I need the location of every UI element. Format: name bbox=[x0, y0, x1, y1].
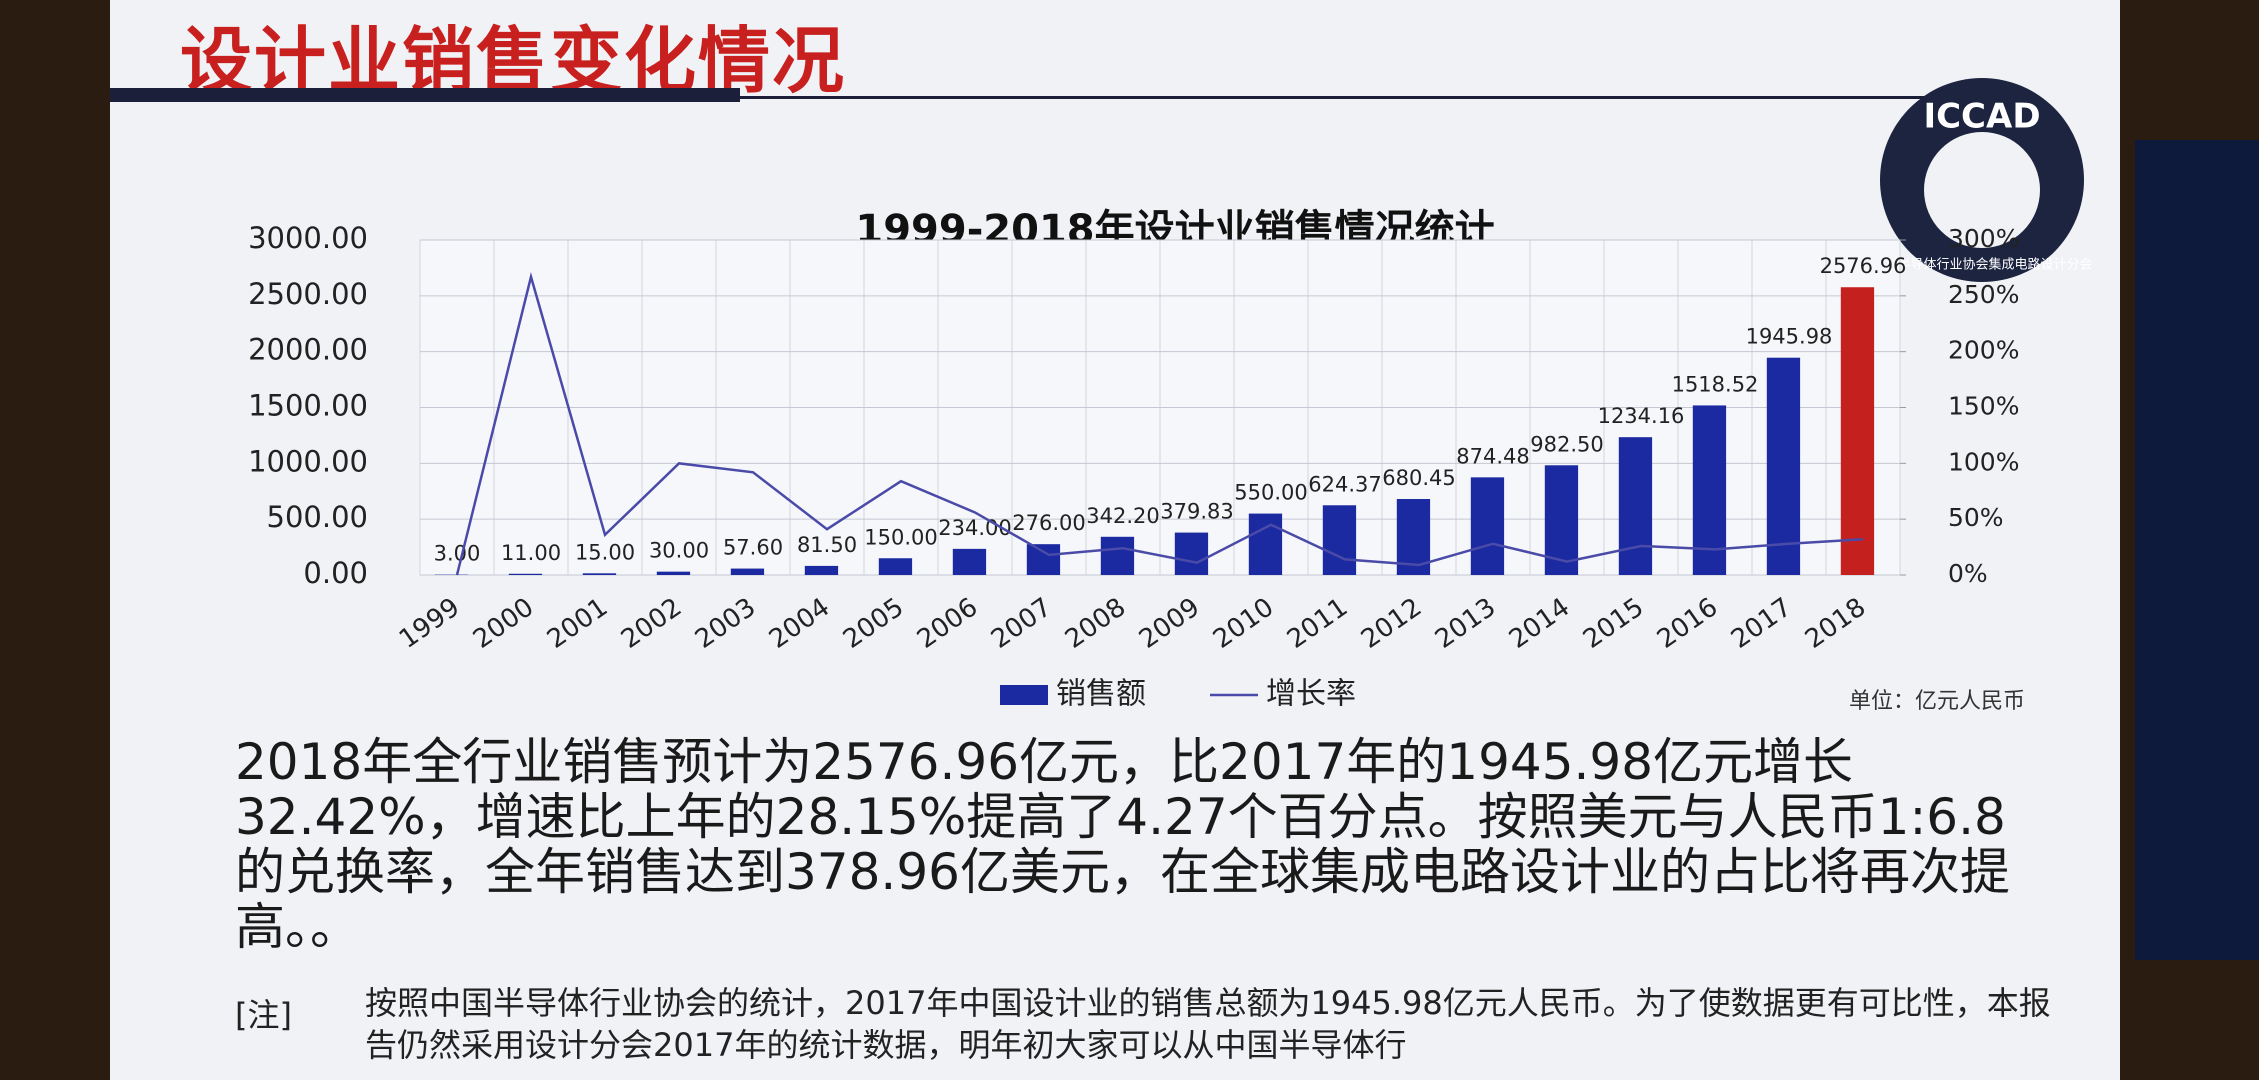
x-tick-label: 2007 bbox=[986, 592, 1057, 655]
bar bbox=[952, 548, 987, 575]
x-tick-label: 2017 bbox=[1726, 592, 1797, 655]
x-tick-label: 2010 bbox=[1208, 592, 1279, 655]
bar bbox=[1766, 357, 1801, 575]
logo-text: ICCAD bbox=[1923, 97, 2040, 137]
x-tick-label: 2018 bbox=[1800, 592, 1871, 655]
value-label: 15.00 bbox=[575, 540, 635, 564]
x-tick-label: 2006 bbox=[912, 592, 983, 655]
x-tick-label: 2012 bbox=[1356, 592, 1427, 655]
bar bbox=[1026, 544, 1061, 575]
logo-ring-text: 中国半导体行业协会集成电路设计分会 bbox=[1871, 257, 2092, 273]
x-tick-label: 2000 bbox=[468, 592, 539, 655]
logo: ICCAD 中国半导体行业协会集成电路设计分会 bbox=[1871, 78, 2093, 282]
y2-tick-label: 0% bbox=[1948, 559, 1988, 588]
x-tick-label: 2016 bbox=[1652, 592, 1723, 655]
value-label: 11.00 bbox=[501, 541, 561, 565]
y-tick-label: 1000.00 bbox=[248, 444, 368, 478]
bar bbox=[508, 573, 543, 575]
value-label: 30.00 bbox=[649, 539, 709, 563]
x-tick-label: 2015 bbox=[1578, 592, 1649, 655]
value-label: 1234.16 bbox=[1598, 404, 1685, 428]
y-tick-label: 500.00 bbox=[267, 500, 368, 534]
legend-label: 销售额 bbox=[1056, 677, 1146, 712]
x-tick-label: 2004 bbox=[764, 592, 835, 655]
y2-tick-label: 100% bbox=[1948, 447, 2019, 476]
y-tick-label: 2500.00 bbox=[248, 277, 368, 311]
unit-note: 单位：亿元人民币 bbox=[1849, 689, 2025, 714]
bar bbox=[1322, 505, 1357, 575]
y-tick-label: 0.00 bbox=[303, 556, 368, 590]
value-label: 379.83 bbox=[1160, 500, 1233, 524]
line bbox=[455, 272, 1864, 576]
value-label: 1945.98 bbox=[1746, 325, 1833, 349]
bar bbox=[804, 565, 839, 575]
value-label: 680.45 bbox=[1382, 466, 1455, 490]
bar bbox=[1248, 513, 1283, 575]
legend-swatch bbox=[1000, 685, 1048, 705]
value-label: 550.00 bbox=[1234, 481, 1307, 505]
value-label: 1518.52 bbox=[1672, 372, 1759, 396]
bar bbox=[730, 568, 765, 575]
bar bbox=[1692, 405, 1727, 575]
y-tick-label: 2000.00 bbox=[248, 333, 368, 367]
logo-inner bbox=[1924, 132, 2040, 248]
y2-tick-label: 200% bbox=[1948, 336, 2019, 365]
y2-tick-label: 300% bbox=[1948, 224, 2019, 253]
bar bbox=[1618, 437, 1653, 575]
y2-tick-label: 50% bbox=[1948, 503, 2004, 532]
x-tick-label: 2005 bbox=[838, 592, 909, 655]
x-tick-label: 2009 bbox=[1134, 592, 1205, 655]
value-label: 3.00 bbox=[434, 542, 481, 566]
value-label: 624.37 bbox=[1308, 472, 1381, 496]
bar bbox=[1470, 477, 1505, 575]
bar bbox=[1840, 287, 1875, 575]
bar bbox=[1174, 532, 1209, 575]
y-tick-label: 3000.00 bbox=[248, 221, 368, 255]
x-tick-label: 2014 bbox=[1504, 592, 1575, 655]
y2-tick-label: 150% bbox=[1948, 392, 2019, 421]
x-tick-label: 2013 bbox=[1430, 592, 1501, 655]
bar bbox=[1100, 536, 1135, 575]
value-label: 150.00 bbox=[864, 525, 937, 549]
x-tick-label: 2008 bbox=[1060, 592, 1131, 655]
bar bbox=[582, 573, 617, 575]
x-tick-label: 2002 bbox=[616, 592, 687, 655]
bar bbox=[656, 571, 691, 575]
value-label: 57.60 bbox=[723, 536, 783, 560]
note-label: [注] bbox=[235, 996, 292, 1034]
title-rule-thin bbox=[740, 96, 1940, 99]
title-rule bbox=[110, 88, 740, 102]
value-label: 342.20 bbox=[1086, 504, 1159, 528]
body-text: 2018年全行业销售预计为2576.96亿元，比2017年的1945.98亿元增… bbox=[235, 733, 2010, 956]
value-label: 874.48 bbox=[1456, 444, 1529, 468]
x-tick-label: 1999 bbox=[394, 592, 465, 655]
value-label: 982.50 bbox=[1530, 432, 1603, 456]
legend-label: 增长率 bbox=[1266, 677, 1356, 712]
value-label: 276.00 bbox=[1012, 511, 1085, 535]
value-label: 2576.96 bbox=[1820, 254, 1907, 278]
note-text: 按照中国半导体行业协会的统计，2017年中国设计业的销售总额为1945.98亿元… bbox=[365, 984, 2051, 1064]
y2-tick-label: 250% bbox=[1948, 280, 2019, 309]
value-label: 81.50 bbox=[797, 533, 857, 557]
y-tick-label: 1500.00 bbox=[248, 389, 368, 423]
x-tick-label: 2001 bbox=[542, 592, 613, 655]
side-screen bbox=[2135, 140, 2259, 960]
x-tick-label: 2003 bbox=[690, 592, 761, 655]
bar bbox=[878, 558, 913, 575]
x-tick-label: 2011 bbox=[1282, 592, 1353, 655]
